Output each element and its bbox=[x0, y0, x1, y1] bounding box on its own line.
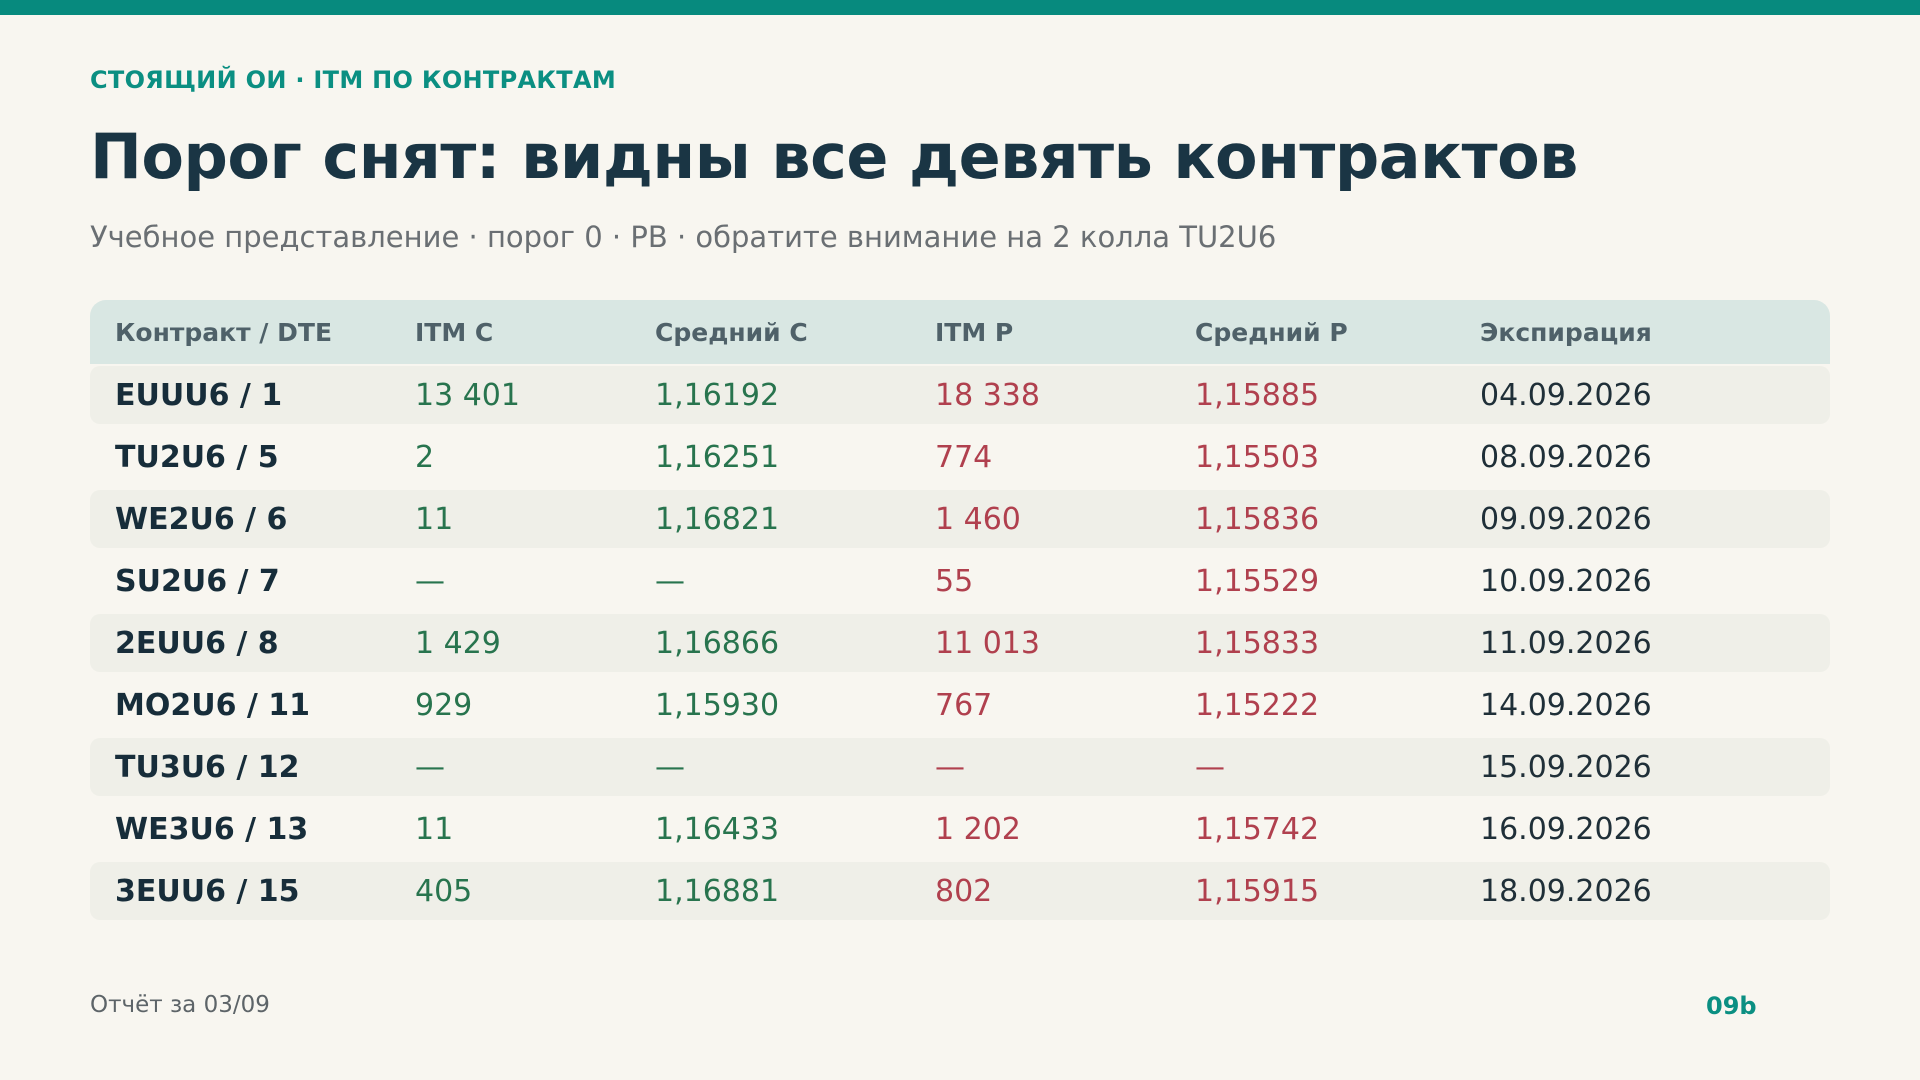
expiration-cell: 18.09.2026 bbox=[1480, 873, 1652, 909]
contract-cell: TU3U6 / 12 bbox=[115, 749, 300, 785]
expiration-cell: 16.09.2026 bbox=[1480, 811, 1652, 847]
itm-p-cell: 802 bbox=[935, 873, 993, 909]
contract-cell: 2EUU6 / 8 bbox=[115, 625, 279, 661]
table-row: SU2U6 / 7 — — 55 1,15529 10.09.2026 bbox=[90, 552, 1830, 610]
avg-p-cell: 1,15915 bbox=[1195, 873, 1320, 909]
contract-cell: WE2U6 / 6 bbox=[115, 501, 288, 537]
avg-c-cell: 1,16192 bbox=[655, 377, 780, 413]
contract-cell: WE3U6 / 13 bbox=[115, 811, 309, 847]
column-header-avg-c: Средний C bbox=[655, 317, 808, 347]
itm-p-cell: 18 338 bbox=[935, 377, 1040, 413]
avg-c-cell: 1,16881 bbox=[655, 873, 780, 909]
expiration-cell: 11.09.2026 bbox=[1480, 625, 1652, 661]
avg-p-cell: 1,15833 bbox=[1195, 625, 1320, 661]
expiration-cell: 10.09.2026 bbox=[1480, 563, 1652, 599]
column-header-avg-p: Средний P bbox=[1195, 317, 1348, 347]
table-row: WE3U6 / 13 11 1,16433 1 202 1,15742 16.0… bbox=[90, 800, 1830, 858]
itm-p-cell: 11 013 bbox=[935, 625, 1040, 661]
avg-c-cell: — bbox=[655, 749, 685, 785]
avg-c-cell: 1,15930 bbox=[655, 687, 780, 723]
table-row: WE2U6 / 6 11 1,16821 1 460 1,15836 09.09… bbox=[90, 490, 1830, 548]
avg-p-cell: 1,15222 bbox=[1195, 687, 1320, 723]
contracts-table: Контракт / DTE ITM C Средний C ITM P Сре… bbox=[90, 300, 1830, 924]
contract-cell: MO2U6 / 11 bbox=[115, 687, 311, 723]
itm-c-cell: 2 bbox=[415, 439, 435, 475]
top-accent-bar bbox=[0, 0, 1920, 15]
itm-c-cell: 11 bbox=[415, 501, 454, 537]
avg-p-cell: 1,15885 bbox=[1195, 377, 1320, 413]
page-number: 09b bbox=[1706, 992, 1757, 1020]
expiration-cell: 09.09.2026 bbox=[1480, 501, 1652, 537]
contract-cell: SU2U6 / 7 bbox=[115, 563, 280, 599]
itm-c-cell: 13 401 bbox=[415, 377, 520, 413]
itm-p-cell: 1 202 bbox=[935, 811, 1021, 847]
table-row: 3EUU6 / 15 405 1,16881 802 1,15915 18.09… bbox=[90, 862, 1830, 920]
column-header-contract: Контракт / DTE bbox=[115, 317, 333, 347]
itm-p-cell: 55 bbox=[935, 563, 974, 599]
table-header-row: Контракт / DTE ITM C Средний C ITM P Сре… bbox=[90, 300, 1830, 364]
itm-p-cell: — bbox=[935, 749, 965, 785]
table-row: EUUU6 / 1 13 401 1,16192 18 338 1,15885 … bbox=[90, 366, 1830, 424]
avg-c-cell: 1,16821 bbox=[655, 501, 780, 537]
avg-c-cell: — bbox=[655, 563, 685, 599]
avg-c-cell: 1,16433 bbox=[655, 811, 780, 847]
expiration-cell: 04.09.2026 bbox=[1480, 377, 1652, 413]
expiration-cell: 14.09.2026 bbox=[1480, 687, 1652, 723]
itm-p-cell: 774 bbox=[935, 439, 993, 475]
itm-c-cell: — bbox=[415, 563, 445, 599]
table-row: TU3U6 / 12 — — — — 15.09.2026 bbox=[90, 738, 1830, 796]
contract-cell: 3EUU6 / 15 bbox=[115, 873, 300, 909]
contract-cell: EUUU6 / 1 bbox=[115, 377, 283, 413]
avg-p-cell: 1,15742 bbox=[1195, 811, 1320, 847]
avg-c-cell: 1,16251 bbox=[655, 439, 780, 475]
itm-c-cell: 405 bbox=[415, 873, 473, 909]
table-row: MO2U6 / 11 929 1,15930 767 1,15222 14.09… bbox=[90, 676, 1830, 734]
table-row: 2EUU6 / 8 1 429 1,16866 11 013 1,15833 1… bbox=[90, 614, 1830, 672]
page-subtitle: Учебное представление · порог 0 · PB · о… bbox=[90, 220, 1277, 254]
avg-p-cell: 1,15836 bbox=[1195, 501, 1320, 537]
avg-p-cell: — bbox=[1195, 749, 1225, 785]
avg-c-cell: 1,16866 bbox=[655, 625, 780, 661]
itm-c-cell: 1 429 bbox=[415, 625, 501, 661]
column-header-expiration: Экспирация bbox=[1480, 317, 1652, 347]
column-header-itm-p: ITM P bbox=[935, 317, 1014, 347]
page-title: Порог снят: видны все девять контрактов bbox=[90, 120, 1578, 193]
report-date: Отчёт за 03/09 bbox=[90, 992, 270, 1018]
itm-p-cell: 767 bbox=[935, 687, 993, 723]
avg-p-cell: 1,15503 bbox=[1195, 439, 1320, 475]
itm-c-cell: — bbox=[415, 749, 445, 785]
column-header-itm-c: ITM C bbox=[415, 317, 494, 347]
itm-c-cell: 11 bbox=[415, 811, 454, 847]
itm-p-cell: 1 460 bbox=[935, 501, 1021, 537]
table-row: TU2U6 / 5 2 1,16251 774 1,15503 08.09.20… bbox=[90, 428, 1830, 486]
avg-p-cell: 1,15529 bbox=[1195, 563, 1320, 599]
contract-cell: TU2U6 / 5 bbox=[115, 439, 279, 475]
expiration-cell: 08.09.2026 bbox=[1480, 439, 1652, 475]
eyebrow-label: СТОЯЩИЙ ОИ · ITM ПО КОНТРАКТАМ bbox=[90, 66, 616, 94]
itm-c-cell: 929 bbox=[415, 687, 473, 723]
expiration-cell: 15.09.2026 bbox=[1480, 749, 1652, 785]
